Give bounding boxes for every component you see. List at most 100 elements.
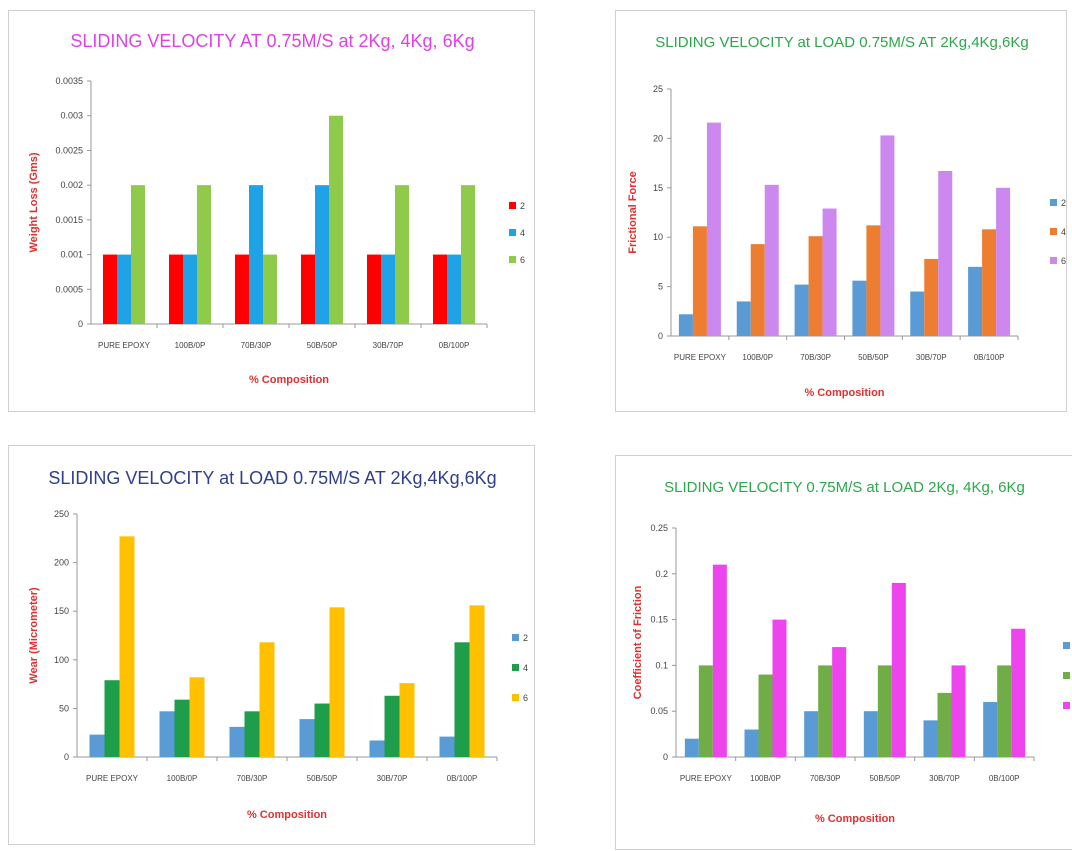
bar-50b-50p-series-2 [299,719,315,757]
chart-panel-coefficient-of-friction: SLIDING VELOCITY 0.75M/S at LOAD 2Kg, 4K… [615,455,1072,850]
bar-50b-50p-series-2 [301,254,315,324]
x-tick-label: 0B/100P [989,774,1020,783]
bar-100b-0p-series-2 [169,254,183,324]
bar-50b-50p-series-4 [866,225,881,336]
bar-70b-30p-series-2 [235,254,249,324]
bar-70b-30p-series-4 [244,711,260,757]
bar-50b-50p-series-6 [880,135,895,336]
legend-label-6: 6 [520,255,525,265]
bar-100b-0p-series-4 [750,244,765,336]
bar-100b-0p-series-6 [197,185,211,324]
chart-title: SLIDING VELOCITY 0.75M/S at LOAD 2Kg, 4K… [664,479,1025,496]
y-tick-label: 0.003 [60,111,83,121]
bar-0b-100p-series-4 [447,254,461,324]
y-tick-label: 15 [653,183,663,193]
chart-panel-frictional-force: SLIDING VELOCITY at LOAD 0.75M/S AT 2Kg,… [615,10,1067,412]
x-tick-label: 70B/30P [241,341,272,350]
y-tick-label: 0.25 [650,523,668,533]
x-tick-label: PURE EPOXY [86,774,139,783]
chart-title: SLIDING VELOCITY at LOAD 0.75M/S AT 2Kg,… [655,34,1029,51]
chart-panel-weight-loss: SLIDING VELOCITY AT 0.75M/S at 2Kg, 4Kg,… [8,10,535,412]
bar-30b-70p-series-6 [951,665,966,757]
y-tick-label: 250 [54,509,69,519]
bar-pure-epoxy-series-4 [104,680,120,757]
x-tick-label: 30B/70P [377,774,408,783]
bar-30b-70p-series-4 [924,258,939,336]
y-tick-label: 50 [59,703,69,713]
bar-70b-30p-series-6 [822,208,837,336]
bar-70b-30p-series-4 [818,665,833,757]
legend-swatch-6 [509,256,516,263]
y-tick-label: 0.0025 [55,145,83,155]
y-tick-label: 0.0005 [55,284,83,294]
bar-0b-100p-series-6 [461,185,475,324]
x-axis-label: % Composition [249,374,329,386]
chart-title: SLIDING VELOCITY AT 0.75M/S at 2Kg, 4Kg,… [70,31,474,51]
bar-50b-50p-series-4 [315,185,329,324]
bar-70b-30p-series-2 [804,711,819,757]
legend-label-2: 2 [520,201,525,211]
chart-title: SLIDING VELOCITY at LOAD 0.75M/S AT 2Kg,… [48,468,496,488]
y-axis-label: Weight Loss (Gms) [28,152,40,252]
y-tick-label: 0.0015 [55,215,83,225]
x-tick-label: 70B/30P [237,774,268,783]
bar-50b-50p-series-2 [863,711,878,757]
legend-swatch-4 [1063,672,1070,679]
y-tick-label: 10 [653,232,663,242]
y-tick-label: 0.1 [655,660,668,670]
x-tick-label: 0B/100P [447,774,478,783]
bar-30b-70p-series-2 [910,291,925,336]
y-tick-label: 0.001 [60,250,83,260]
legend-label-6: 6 [1061,256,1066,266]
bar-50b-50p-series-2 [852,280,867,336]
bar-0b-100p-series-2 [439,736,455,757]
x-tick-label: PURE EPOXY [674,353,727,362]
x-tick-label: 50B/50P [307,341,338,350]
x-tick-label: 100B/0P [167,774,198,783]
legend-swatch-6 [1050,257,1057,264]
bar-70b-30p-series-6 [259,642,275,757]
bar-0b-100p-series-4 [982,229,997,336]
bar-70b-30p-series-4 [808,236,823,336]
y-tick-label: 0 [78,319,83,329]
chart-svg: SLIDING VELOCITY at LOAD 0.75M/S AT 2Kg,… [627,34,1066,399]
bar-pure-epoxy-series-4 [117,254,131,324]
bar-30b-70p-series-2 [367,254,381,324]
y-tick-label: 0.05 [650,706,668,716]
y-axis-label: Frictional Force [627,171,639,254]
y-tick-label: 0.2 [655,569,668,579]
x-tick-label: 50B/50P [869,774,900,783]
bar-70b-30p-series-4 [249,185,263,324]
x-tick-label: 100B/0P [750,774,781,783]
bar-70b-30p-series-2 [229,726,245,757]
bar-30b-70p-series-4 [381,254,395,324]
y-tick-label: 25 [653,84,663,94]
bar-30b-70p-series-4 [384,695,400,757]
x-tick-label: PURE EPOXY [680,774,733,783]
bar-pure-epoxy-series-2 [678,314,693,336]
x-tick-label: 70B/30P [810,774,841,783]
x-tick-label: 30B/70P [373,341,404,350]
bar-0b-100p-series-6 [1011,628,1026,757]
bar-100b-0p-series-6 [772,619,787,757]
bar-0b-100p-series-2 [968,266,983,336]
legend-label-6: 6 [523,693,528,703]
y-tick-label: 150 [54,606,69,616]
y-tick-label: 0.15 [650,615,668,625]
bar-0b-100p-series-2 [983,702,998,757]
legend-label-2: 2 [1061,198,1066,208]
bar-pure-epoxy-series-6 [706,122,721,336]
bar-0b-100p-series-4 [454,642,470,757]
x-axis-label: % Composition [804,387,884,399]
y-tick-label: 0 [658,331,663,341]
legend-label-4: 4 [520,228,525,238]
bar-100b-0p-series-4 [183,254,197,324]
x-tick-label: 50B/50P [858,353,889,362]
legend-swatch-4 [512,664,519,671]
y-tick-label: 20 [653,133,663,143]
x-tick-label: 70B/30P [800,353,831,362]
bar-0b-100p-series-2 [433,254,447,324]
x-tick-label: 30B/70P [916,353,947,362]
chart-svg: SLIDING VELOCITY AT 0.75M/S at 2Kg, 4Kg,… [28,31,525,386]
bar-100b-0p-series-2 [736,301,751,336]
